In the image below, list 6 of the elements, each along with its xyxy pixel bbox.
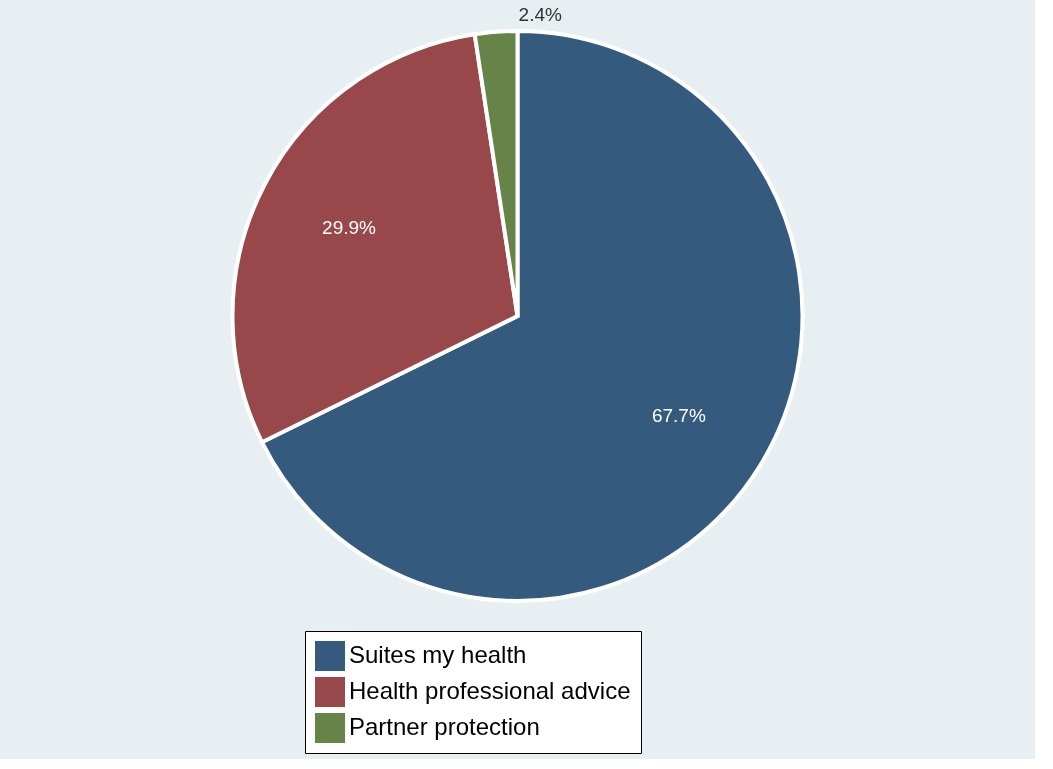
legend-label: Health professional advice — [349, 677, 631, 704]
data-label: 2.4% — [518, 3, 563, 25]
data-label: 67.7% — [651, 405, 706, 427]
data-label: 29.9% — [322, 217, 377, 239]
legend-label: Suites my health — [349, 641, 527, 668]
legend-label: Partner protection — [349, 713, 540, 740]
